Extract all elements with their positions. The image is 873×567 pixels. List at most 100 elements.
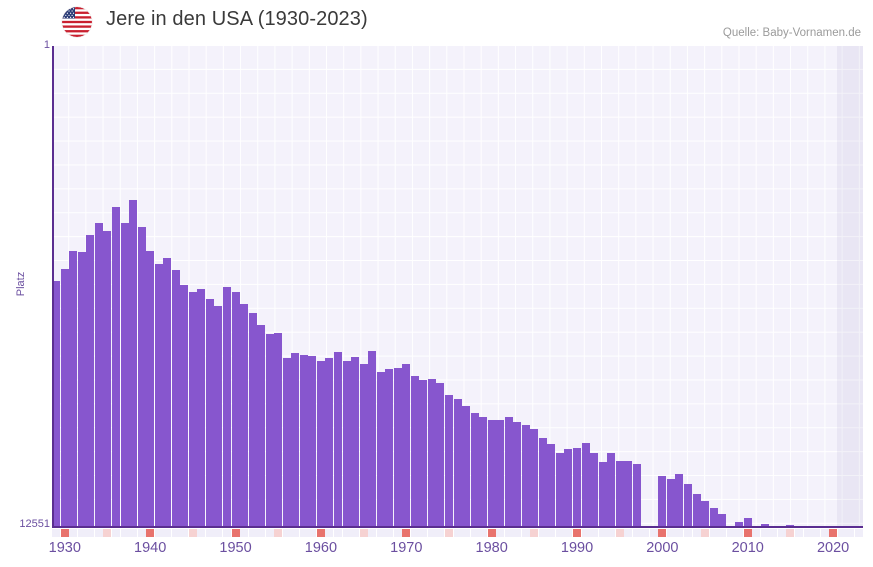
bar-1990[interactable] <box>573 448 582 527</box>
bar-1961[interactable] <box>325 357 334 527</box>
bar-1976[interactable] <box>453 399 462 527</box>
x-tick-1973 <box>427 529 436 537</box>
bar-1960[interactable] <box>316 360 325 527</box>
bar-2007[interactable] <box>718 513 727 527</box>
bar-1969[interactable] <box>393 367 402 527</box>
bar-1978[interactable] <box>470 412 479 527</box>
x-tick-1963 <box>342 529 351 537</box>
bar-1982[interactable] <box>504 417 513 527</box>
bar-1948[interactable] <box>214 305 223 527</box>
bar-1941[interactable] <box>154 264 163 527</box>
bar-1934[interactable] <box>94 223 103 527</box>
bar-2002[interactable] <box>675 474 684 527</box>
bar-1931[interactable] <box>69 250 78 527</box>
bar-1946[interactable] <box>197 289 206 527</box>
x-tick-label-2020: 2020 <box>816 540 850 556</box>
bar-1992[interactable] <box>590 453 599 527</box>
bar-1986[interactable] <box>538 437 547 527</box>
bar-1980[interactable] <box>487 420 496 527</box>
bar-1945[interactable] <box>188 292 197 527</box>
bar-1944[interactable] <box>180 284 189 527</box>
bar-1970[interactable] <box>402 363 411 527</box>
x-tick-1998 <box>641 529 650 537</box>
x-tick-1972 <box>419 529 428 537</box>
bar-2009[interactable] <box>735 521 744 527</box>
bar-2012[interactable] <box>760 524 769 527</box>
bar-1974[interactable] <box>436 382 445 527</box>
bar-1951[interactable] <box>240 303 249 527</box>
bar-1935[interactable] <box>103 230 112 527</box>
x-tick-1980 <box>487 529 496 537</box>
bar-1953[interactable] <box>257 324 266 527</box>
bar-1942[interactable] <box>163 258 172 527</box>
bar-1940[interactable] <box>146 250 155 527</box>
bar-1949[interactable] <box>223 287 231 527</box>
bar-1979[interactable] <box>479 416 488 527</box>
bar-1995[interactable] <box>615 461 624 527</box>
bar-1964[interactable] <box>351 356 360 527</box>
bar-1950[interactable] <box>231 292 240 527</box>
bar-1952[interactable] <box>248 312 257 527</box>
bar-1996[interactable] <box>624 461 633 527</box>
bar-1972[interactable] <box>419 380 428 527</box>
chart-header: Jere in den USA (1930-2023) Quelle: Baby… <box>0 0 873 44</box>
bar-1936[interactable] <box>112 206 121 527</box>
bar-1966[interactable] <box>368 351 377 527</box>
x-tick-2017 <box>803 529 812 537</box>
x-tick-1956 <box>282 529 291 537</box>
bar-1956[interactable] <box>282 357 291 527</box>
bar-1965[interactable] <box>359 363 368 527</box>
x-tick-1939 <box>137 529 146 537</box>
bar-1932[interactable] <box>77 251 86 527</box>
bar-1973[interactable] <box>427 379 436 527</box>
bar-1975[interactable] <box>444 394 453 527</box>
bar-1991[interactable] <box>581 442 590 527</box>
bar-1955[interactable] <box>274 332 283 527</box>
bar-1943[interactable] <box>171 270 180 527</box>
bar-1962[interactable] <box>333 351 342 527</box>
bar-2010[interactable] <box>743 518 752 527</box>
x-tick-1955 <box>274 529 283 537</box>
bar-1930[interactable] <box>60 269 69 527</box>
bar-1958[interactable] <box>299 354 308 527</box>
bar-2000[interactable] <box>658 476 667 527</box>
x-tick-label-1960: 1960 <box>304 540 338 556</box>
bar-1983[interactable] <box>513 421 522 527</box>
bar-1954[interactable] <box>265 334 274 527</box>
bar-1977[interactable] <box>462 406 471 527</box>
bar-1939[interactable] <box>137 227 146 527</box>
bar-1963[interactable] <box>342 361 351 527</box>
x-tick-2010 <box>743 529 752 537</box>
bar-1993[interactable] <box>598 462 607 527</box>
bar-2004[interactable] <box>692 493 701 527</box>
bar-2001[interactable] <box>666 479 675 527</box>
bar-1959[interactable] <box>308 356 317 527</box>
x-tick-2018 <box>812 529 821 537</box>
bar-1997[interactable] <box>632 463 641 527</box>
bar-2006[interactable] <box>709 508 718 527</box>
bar-1985[interactable] <box>530 429 539 527</box>
bar-1967[interactable] <box>376 371 385 527</box>
x-tick-1944 <box>180 529 189 537</box>
bar-1947[interactable] <box>205 298 214 527</box>
bar-2003[interactable] <box>683 483 692 527</box>
bar-1989[interactable] <box>564 449 573 527</box>
y-axis-min-label: 12551 <box>19 518 50 530</box>
bar-2005[interactable] <box>701 501 710 527</box>
bar-1988[interactable] <box>555 453 564 527</box>
bar-1987[interactable] <box>547 443 556 527</box>
bar-1938[interactable] <box>129 200 138 527</box>
bar-1933[interactable] <box>86 235 95 527</box>
bar-1957[interactable] <box>291 353 300 527</box>
x-tick-2008 <box>726 529 735 537</box>
bar-1984[interactable] <box>521 425 530 527</box>
x-tick-1945 <box>188 529 197 537</box>
bar-1994[interactable] <box>607 453 616 527</box>
x-tick-1970 <box>402 529 411 537</box>
bar-1937[interactable] <box>120 223 129 527</box>
bar-1968[interactable] <box>385 368 394 527</box>
bar-1929[interactable] <box>52 280 61 527</box>
bar-1971[interactable] <box>410 375 419 527</box>
bar-1981[interactable] <box>496 420 505 527</box>
x-tick-label-1970: 1970 <box>390 540 423 556</box>
